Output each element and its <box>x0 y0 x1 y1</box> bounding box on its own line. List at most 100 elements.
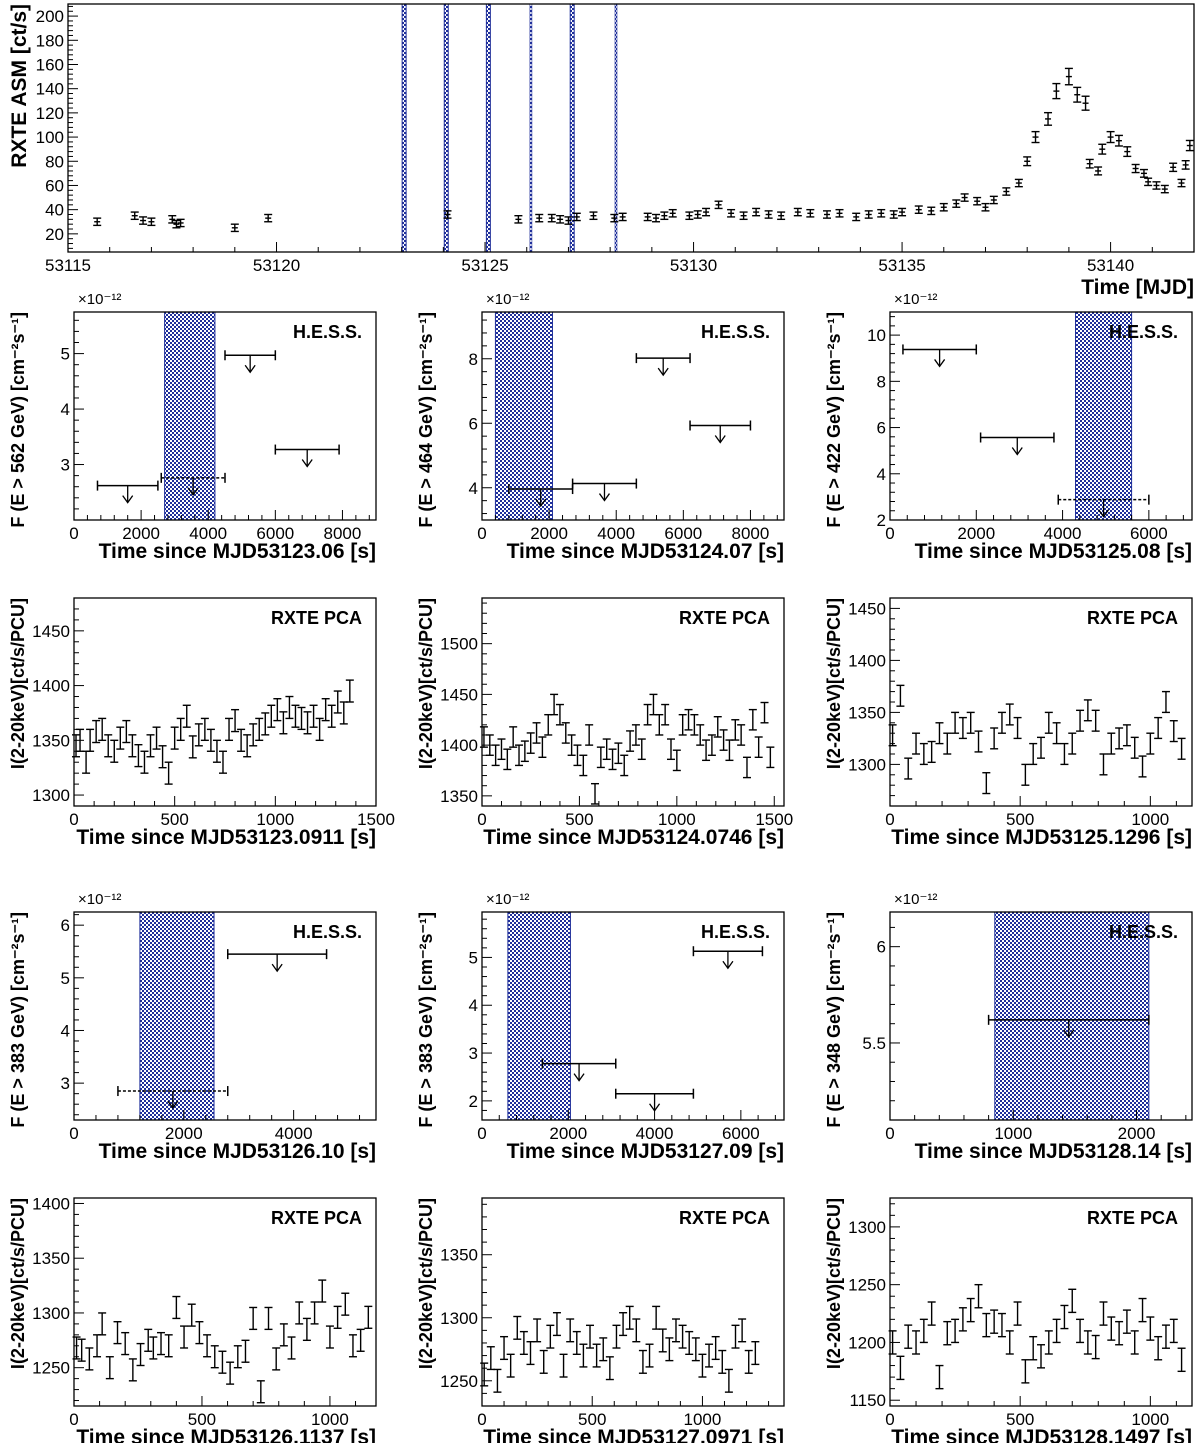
data-point <box>958 1307 967 1332</box>
data-point <box>72 734 81 758</box>
data-point <box>1013 716 1022 740</box>
y-tick-label: 1300 <box>440 1309 478 1328</box>
data-point <box>707 734 716 756</box>
upper-limit <box>979 432 1055 456</box>
data-point <box>572 1330 581 1356</box>
plot-frame <box>73 311 377 521</box>
data-point <box>668 208 677 218</box>
upper-limit-arrowhead <box>722 960 734 970</box>
data-point <box>497 738 506 761</box>
upper-limit-arrowhead <box>598 493 611 502</box>
data-point <box>919 742 928 766</box>
data-point <box>1146 732 1155 755</box>
upper-limit-arrowhead <box>271 963 283 973</box>
data-point <box>960 193 969 202</box>
data-point <box>1130 1330 1139 1355</box>
plot-frame <box>73 911 377 1121</box>
data-point <box>255 717 264 742</box>
data-point <box>951 711 960 734</box>
time-window-band <box>494 311 553 521</box>
y-tick-label: 1250 <box>32 1359 70 1378</box>
y-tick-label: 20 <box>45 225 64 244</box>
data-point <box>1177 1347 1186 1373</box>
x-tick-label: 1000 <box>256 810 294 829</box>
data-point <box>1091 709 1100 732</box>
data-point <box>187 1303 196 1327</box>
x-tick-label: 500 <box>1006 810 1034 829</box>
data-point <box>182 704 191 728</box>
data-point <box>691 1337 700 1362</box>
data-point <box>719 729 728 751</box>
time-window-band <box>1075 311 1133 521</box>
data-point <box>1073 86 1082 103</box>
y-tick-label: 160 <box>36 55 64 74</box>
data-point <box>990 727 999 750</box>
chart-hess-3: 0 2000 4000 6000 2 4 6 8 10 ×10⁻¹² Time since MJD5… <box>824 291 1193 563</box>
plot-frame <box>889 597 1193 807</box>
x-tick-label: 500 <box>188 1410 216 1429</box>
data-point <box>302 1317 311 1342</box>
chart-hess-4: 0 2000 4000 3 4 5 6 ×10⁻¹² Time since MJD53126.1… <box>8 891 377 1163</box>
chart-asm: 53115 53120 53125 53130 53135 53140 20 40 60 80 10… <box>8 3 1195 299</box>
x-axis-title: Time since MJD53125.08 [s] <box>915 540 1192 563</box>
data-point <box>935 722 944 745</box>
data-point <box>98 717 107 742</box>
data-point <box>626 730 635 752</box>
observation-marker <box>485 3 491 253</box>
data-point <box>889 210 898 219</box>
data-point <box>535 213 544 223</box>
data-point <box>974 730 983 753</box>
plot-frame <box>481 597 785 807</box>
data-point <box>637 738 646 761</box>
data-point <box>519 1330 528 1356</box>
data-point <box>237 728 246 752</box>
data-point <box>877 208 886 218</box>
data-point <box>1138 1297 1147 1323</box>
data-point <box>744 1349 753 1374</box>
data-point <box>731 719 740 741</box>
chart-hess-6: 0 1000 2000 5.5 6 ×10⁻¹² Time since MJD53128.1… <box>824 891 1193 1163</box>
data-point <box>348 1334 357 1358</box>
data-point <box>295 1301 304 1325</box>
x-tick-label: 4000 <box>1044 524 1082 543</box>
observation-marker <box>529 3 533 253</box>
data-point <box>1106 130 1115 144</box>
data-point <box>927 206 936 216</box>
y-tick-label: 6 <box>61 916 70 935</box>
data-point <box>285 695 294 720</box>
y-tick-label: 6 <box>877 938 886 957</box>
x-tick-label: 0 <box>69 1124 78 1143</box>
y-tick-label: 1400 <box>32 677 70 696</box>
data-point <box>599 1337 608 1362</box>
data-point <box>364 1305 373 1329</box>
data-point <box>243 734 252 758</box>
panel-label: H.E.S.S. <box>701 322 770 342</box>
data-point <box>1083 699 1092 722</box>
data-point <box>279 711 288 735</box>
upper-limit-arrowhead <box>714 435 726 444</box>
y-tick-label: 1300 <box>848 755 886 774</box>
data-point <box>310 1301 319 1325</box>
data-point <box>1160 184 1169 194</box>
data-point <box>195 1321 204 1345</box>
y-axis-title: F (E > 562 GeV) [cm⁻²s⁻¹] <box>8 312 28 528</box>
data-point <box>1005 703 1014 726</box>
data-point <box>1138 755 1147 778</box>
data-point <box>684 708 693 731</box>
y-axis-title: F (E > 422 GeV) [cm⁻²s⁻¹] <box>824 312 844 528</box>
data-point <box>309 704 318 728</box>
upper-limit <box>541 1058 617 1082</box>
x-axis-title: Time since MJD53125.1296 [s] <box>891 826 1192 849</box>
upper-limit-arrowhead <box>535 498 547 508</box>
data-point <box>1068 732 1077 755</box>
data-point <box>226 1361 235 1385</box>
data-point <box>1098 143 1107 155</box>
y-tick-label: 6 <box>469 414 478 433</box>
panel-label: H.E.S.S. <box>701 922 770 942</box>
x-tick-label: 4000 <box>189 524 227 543</box>
data-point <box>939 202 948 212</box>
upper-limit-arrowhead <box>934 359 946 368</box>
x-tick-label: 500 <box>565 810 593 829</box>
y-tick-label: 100 <box>36 128 64 147</box>
y-tick-label: 8 <box>469 350 478 369</box>
